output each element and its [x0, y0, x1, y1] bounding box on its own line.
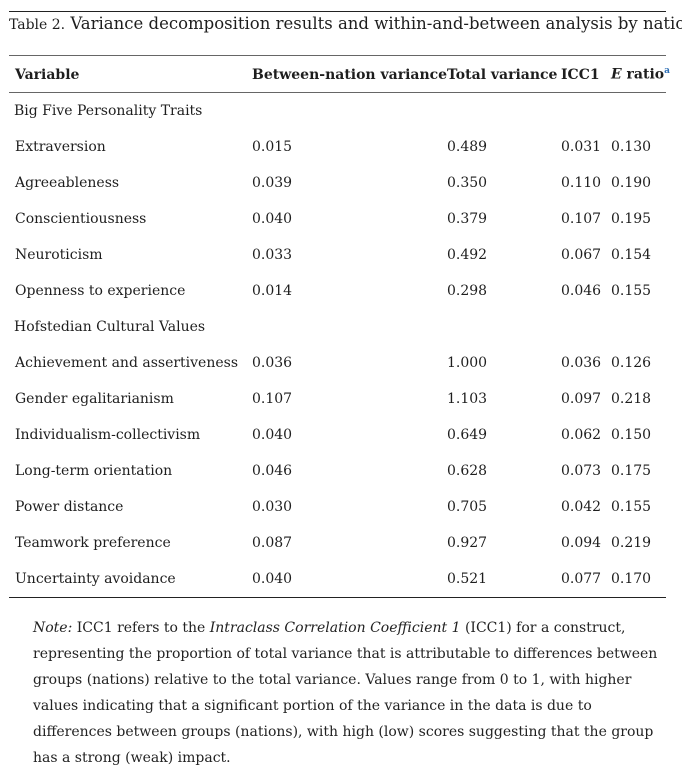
- cell-between: 0.014: [252, 283, 293, 299]
- cell-icc1: 0.107: [561, 211, 602, 227]
- cell-icc1: 0.046: [561, 283, 602, 299]
- table-row: Agreeableness 0.039 0.350 0.110 0.190: [9, 165, 672, 201]
- table-row: Neuroticism 0.033 0.492 0.067 0.154: [9, 237, 672, 273]
- note-lead: Note:: [33, 620, 73, 636]
- table-row: Conscientiousness 0.040 0.379 0.107 0.195: [9, 201, 672, 237]
- cell-e-ratio: 0.126: [611, 355, 652, 371]
- table-label: Table 2.: [9, 17, 66, 33]
- cell-total: 0.298: [447, 283, 488, 299]
- table-row: Uncertainty avoidance 0.040 0.521 0.077 0.17…: [9, 561, 672, 597]
- cell-e-ratio: 0.219: [611, 535, 652, 551]
- table-bottom-rule: [9, 597, 666, 598]
- cell-variable: Teamwork preference: [15, 535, 171, 551]
- header-variable: Variable: [15, 66, 80, 83]
- table-row: Achievement and assertiveness 0.036 1.000 0…: [9, 345, 672, 381]
- cell-total: 1.103: [447, 391, 488, 407]
- cell-between: 0.040: [252, 427, 293, 443]
- cell-between: 0.030: [252, 499, 293, 515]
- section-title: Hofstedian Cultural Values: [14, 319, 206, 335]
- table-caption: Table 2. Variance decomposition results …: [9, 14, 682, 35]
- cell-between: 0.015: [252, 139, 293, 155]
- section-row: Big Five Personality Traits: [9, 93, 672, 129]
- cell-e-ratio: 0.150: [611, 427, 652, 443]
- cell-total: 0.379: [447, 211, 488, 227]
- cell-total: 0.492: [447, 247, 488, 263]
- note-part2: (ICC1) for a construct, representing the…: [33, 620, 658, 766]
- variance-table: Variable Between-nation variance Total v…: [9, 55, 672, 597]
- cell-e-ratio: 0.170: [611, 571, 652, 587]
- cell-between: 0.036: [252, 355, 293, 371]
- cell-e-ratio: 0.195: [611, 211, 652, 227]
- cell-variable: Openness to experience: [15, 283, 186, 299]
- table-row: Extraversion 0.015 0.489 0.031 0.130: [9, 129, 672, 165]
- table-row: Individualism-collectivism 0.040 0.649 0.06…: [9, 417, 672, 453]
- cell-variable: Uncertainty avoidance: [15, 571, 176, 587]
- note-part1: ICC1 refers to the: [72, 620, 210, 636]
- cell-total: 0.350: [447, 175, 488, 191]
- cell-variable: Long-term orientation: [15, 463, 173, 479]
- header-icc1: ICC1: [561, 66, 600, 83]
- table-top-rule: [9, 11, 666, 12]
- cell-e-ratio: 0.155: [611, 283, 652, 299]
- cell-icc1: 0.036: [561, 355, 602, 371]
- cell-icc1: 0.062: [561, 427, 602, 443]
- caption-text: Variance decomposition results and withi…: [65, 14, 682, 33]
- table-row: Power distance 0.030 0.705 0.042 0.155: [9, 489, 672, 525]
- table-row: Openness to experience 0.014 0.298 0.046 0.1…: [9, 273, 672, 309]
- footnote-link[interactable]: a: [664, 66, 670, 77]
- cell-between: 0.046: [252, 463, 293, 479]
- cell-total: 0.628: [447, 463, 488, 479]
- cell-between: 0.033: [252, 247, 293, 263]
- cell-total: 1.000: [447, 355, 488, 371]
- header-bottom-rule: [9, 92, 666, 93]
- cell-icc1: 0.110: [561, 175, 602, 191]
- cell-total: 0.705: [447, 499, 488, 515]
- cell-between: 0.040: [252, 571, 293, 587]
- table-row: Teamwork preference 0.087 0.927 0.094 0.219: [9, 525, 672, 561]
- e-ratio-letter: E: [611, 66, 622, 83]
- cell-e-ratio: 0.218: [611, 391, 652, 407]
- cell-e-ratio: 0.175: [611, 463, 652, 479]
- cell-between: 0.040: [252, 211, 293, 227]
- cell-total: 0.927: [447, 535, 488, 551]
- section-row: Hofstedian Cultural Values: [9, 309, 672, 345]
- cell-between: 0.039: [252, 175, 293, 191]
- e-ratio-word: ratio: [621, 66, 665, 83]
- cell-variable: Individualism-collectivism: [15, 427, 201, 443]
- cell-total: 0.521: [447, 571, 488, 587]
- cell-e-ratio: 0.155: [611, 499, 652, 515]
- header-e-ratio: E ratioa: [611, 55, 672, 93]
- cell-variable: Achievement and assertiveness: [15, 355, 239, 371]
- note-term: Intraclass Correlation Coefficient 1: [209, 620, 461, 636]
- table-row: Long-term orientation 0.046 0.628 0.073 0.17…: [9, 453, 672, 489]
- cell-total: 0.649: [447, 427, 488, 443]
- cell-e-ratio: 0.130: [611, 139, 652, 155]
- cell-icc1: 0.077: [561, 571, 602, 587]
- cell-variable: Neuroticism: [15, 247, 103, 263]
- header-row: Variable Between-nation variance Total v…: [9, 55, 672, 93]
- cell-e-ratio: 0.154: [611, 247, 652, 263]
- cell-variable: Power distance: [15, 499, 124, 515]
- cell-icc1: 0.067: [561, 247, 602, 263]
- cell-variable: Agreeableness: [15, 175, 120, 191]
- cell-variable: Extraversion: [15, 139, 106, 155]
- cell-between: 0.087: [252, 535, 293, 551]
- section-title: Big Five Personality Traits: [14, 103, 203, 119]
- header-top-rule: [9, 55, 666, 56]
- table-note: Note: ICC1 refers to the Intraclass Corr…: [33, 615, 673, 771]
- cell-total: 0.489: [447, 139, 488, 155]
- cell-variable: Gender egalitarianism: [15, 391, 174, 407]
- cell-variable: Conscientiousness: [15, 211, 147, 227]
- cell-icc1: 0.031: [561, 139, 602, 155]
- table-row: Gender egalitarianism 0.107 1.103 0.097 0.21…: [9, 381, 672, 417]
- cell-icc1: 0.042: [561, 499, 602, 515]
- header-total-variance: Total variance: [447, 66, 558, 83]
- cell-icc1: 0.094: [561, 535, 602, 551]
- cell-icc1: 0.073: [561, 463, 602, 479]
- cell-e-ratio: 0.190: [611, 175, 652, 191]
- table-body: Big Five Personality Traits Extraversion 0…: [9, 93, 672, 597]
- cell-icc1: 0.097: [561, 391, 602, 407]
- cell-between: 0.107: [252, 391, 293, 407]
- header-between-variance: Between-nation variance: [252, 66, 448, 83]
